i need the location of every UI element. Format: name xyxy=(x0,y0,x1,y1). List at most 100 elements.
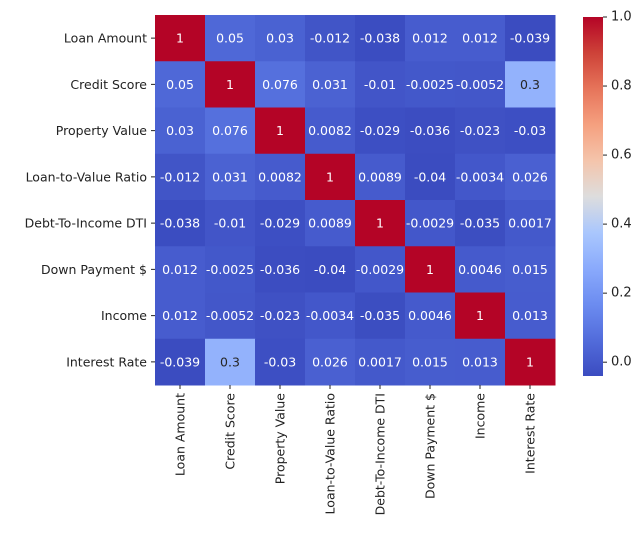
cell-value-label: -0.038 xyxy=(160,216,200,231)
x-tick-label: Interest Rate xyxy=(523,393,538,474)
heatmap-cell xyxy=(305,153,356,201)
heatmap-cell xyxy=(255,153,306,201)
cell-value-label: 0.0017 xyxy=(358,354,402,369)
heatmap-cell xyxy=(505,246,556,293)
cell-value-label: 0.026 xyxy=(312,354,348,369)
x-tick-label: Income xyxy=(473,393,488,439)
x-tick-label: Down Payment $ xyxy=(423,393,438,499)
heatmap-cell xyxy=(455,200,506,247)
cell-value-label: -0.0034 xyxy=(306,308,354,323)
cell-value-label: 0.012 xyxy=(412,31,448,46)
heatmap-cell xyxy=(255,61,306,108)
cell-value-label: 0.3 xyxy=(520,77,540,92)
heatmap-cell xyxy=(405,200,456,247)
colorbar-tick-label: 0.0 xyxy=(611,355,632,370)
heatmap-cell xyxy=(305,15,356,62)
heatmap-cell xyxy=(305,246,356,293)
x-tick-label: Credit Score xyxy=(223,393,238,470)
cell-value-label: 1 xyxy=(526,354,534,369)
cell-value-label: -0.0025 xyxy=(206,262,254,277)
heatmap-cells xyxy=(155,15,556,386)
cell-value-label: -0.012 xyxy=(160,169,200,184)
cell-value-label: -0.04 xyxy=(314,262,346,277)
cell-value-label: 1 xyxy=(426,262,434,277)
cell-value-label: 0.05 xyxy=(216,31,244,46)
heatmap-cell-labels: 1 0.05 0.03 -0.012 -0.038 0.012 0.012 -0.039 0.0… xyxy=(160,31,552,370)
heatmap-cell xyxy=(155,200,206,247)
heatmap-cell xyxy=(155,338,206,386)
cell-value-label: 0.031 xyxy=(312,77,348,92)
heatmap-cell xyxy=(305,61,356,108)
y-tick-label: Interest Rate xyxy=(66,354,147,369)
heatmap-cell xyxy=(455,292,506,340)
cell-value-label: 1 xyxy=(176,31,184,46)
heatmap-cell xyxy=(355,246,406,293)
x-tick-label: Loan Amount xyxy=(173,393,188,476)
cell-value-label: 0.012 xyxy=(162,262,198,277)
heatmap-cell xyxy=(405,107,456,155)
heatmap-cell xyxy=(255,338,306,386)
y-tick-label: Debt-To-Income DTI xyxy=(25,216,147,231)
cell-value-label: -0.03 xyxy=(264,354,296,369)
heatmap-cell xyxy=(255,292,306,340)
y-tick-label: Down Payment $ xyxy=(41,262,147,277)
heatmap-cell xyxy=(205,153,256,201)
cell-value-label: -0.029 xyxy=(360,123,400,138)
cell-value-label: -0.01 xyxy=(214,216,246,231)
heatmap-cell xyxy=(455,153,506,201)
heatmap-cell xyxy=(205,61,256,108)
heatmap-cell xyxy=(305,338,356,386)
heatmap-cell xyxy=(205,15,256,62)
cell-value-label: 0.0082 xyxy=(258,169,302,184)
cell-value-label: -0.0052 xyxy=(456,77,504,92)
cell-value-label: -0.036 xyxy=(410,123,450,138)
heatmap-cell xyxy=(255,107,306,155)
heatmap-cell xyxy=(355,107,406,155)
cell-value-label: -0.0025 xyxy=(406,77,454,92)
heatmap-cell xyxy=(305,107,356,155)
colorbar: 0.0 0.2 0.4 0.6 0.8 1.0 xyxy=(583,10,632,376)
heatmap-cell xyxy=(505,107,556,155)
heatmap-cell xyxy=(505,292,556,340)
x-tick-label: Debt-To-Income DTI xyxy=(373,393,388,515)
heatmap-cell xyxy=(405,246,456,293)
cell-value-label: 1 xyxy=(476,308,484,323)
cell-value-label: 0.0017 xyxy=(508,216,552,231)
heatmap-cell xyxy=(205,338,256,386)
cell-value-label: 0.031 xyxy=(212,169,248,184)
heatmap-cell xyxy=(505,15,556,62)
cell-value-label: -0.0052 xyxy=(206,308,254,323)
heatmap-cell xyxy=(455,107,506,155)
cell-value-label: 0.076 xyxy=(262,77,298,92)
cell-value-label: -0.023 xyxy=(260,308,300,323)
cell-value-label: 0.3 xyxy=(220,354,240,369)
colorbar-tick-label: 0.8 xyxy=(611,79,632,94)
cell-value-label: 0.012 xyxy=(162,308,198,323)
cell-value-label: -0.023 xyxy=(460,123,500,138)
cell-value-label: -0.0029 xyxy=(356,262,404,277)
cell-value-label: -0.0034 xyxy=(456,169,504,184)
heatmap-cell xyxy=(455,61,506,108)
y-tick-label: Credit Score xyxy=(70,77,147,92)
y-tick-label: Loan Amount xyxy=(64,31,147,46)
cell-value-label: 1 xyxy=(226,77,234,92)
cell-value-label: -0.035 xyxy=(360,308,400,323)
heatmap-cell xyxy=(455,246,506,293)
cell-value-label: 0.05 xyxy=(166,77,194,92)
heatmap-cell xyxy=(255,200,306,247)
cell-value-label: 0.015 xyxy=(512,262,548,277)
cell-value-label: 0.013 xyxy=(462,354,498,369)
heatmap-cell xyxy=(405,338,456,386)
heatmap-cell xyxy=(355,338,406,386)
heatmap-cell xyxy=(155,15,206,62)
y-tick-label: Loan-to-Value Ratio xyxy=(26,169,147,184)
cell-value-label: 0.012 xyxy=(462,31,498,46)
heatmap-cell xyxy=(505,338,556,386)
colorbar-tick-label: 0.6 xyxy=(611,148,632,163)
cell-value-label: -0.012 xyxy=(310,31,350,46)
heatmap-cell xyxy=(155,246,206,293)
cell-value-label: -0.036 xyxy=(260,262,300,277)
cell-value-label: 0.0082 xyxy=(308,123,352,138)
heatmap-cell xyxy=(205,292,256,340)
